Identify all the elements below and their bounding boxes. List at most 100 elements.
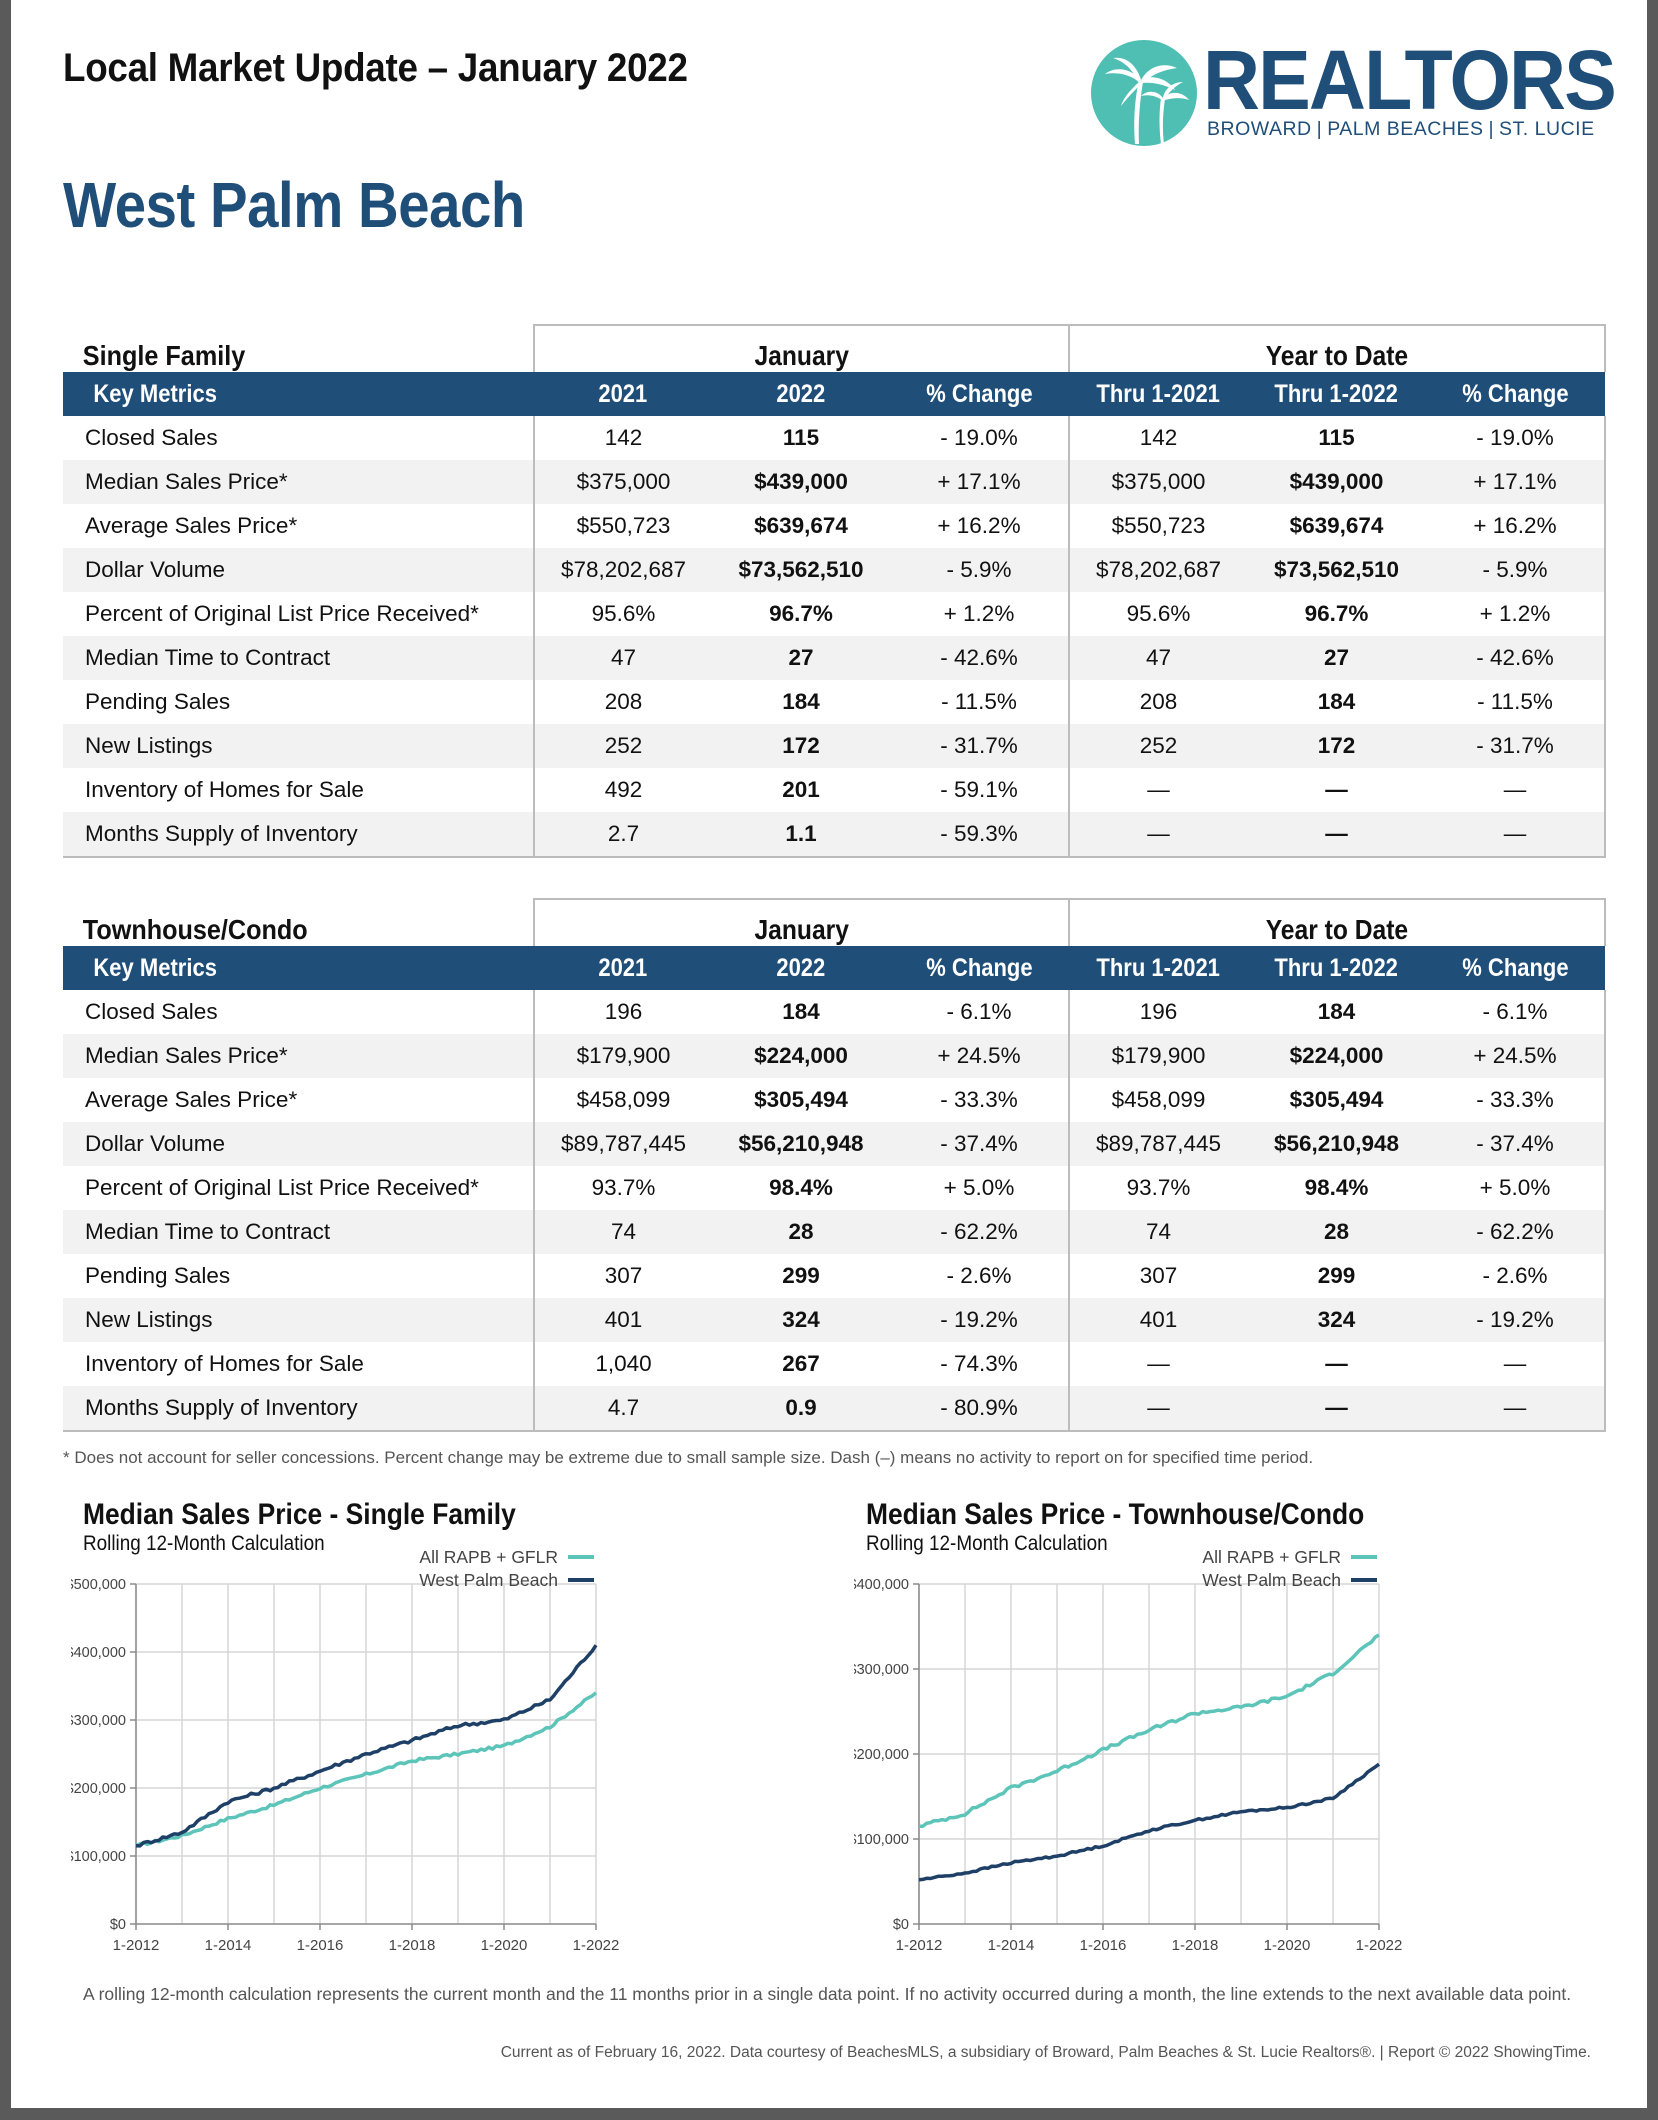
- col-header-2022: 2022: [712, 946, 890, 990]
- metric-value: —: [1068, 812, 1247, 858]
- table-row: Percent of Original List Price Received*…: [63, 1166, 1606, 1210]
- metric-value: 142: [1068, 416, 1247, 460]
- metric-value: 98.4%: [769, 1175, 833, 1200]
- metric-value: 252: [533, 724, 712, 768]
- metric-value: 93.7%: [533, 1166, 712, 1210]
- y-tick-label: $400,000: [854, 1577, 909, 1593]
- chart-subtitle: Rolling 12-Month Calculation: [83, 1532, 325, 1555]
- metric-value: - 5.9%: [1426, 548, 1606, 592]
- metric-value: - 74.3%: [940, 1351, 1018, 1376]
- metric-label: Median Sales Price*: [63, 460, 534, 504]
- x-tick-label: 1-2020: [1264, 1937, 1311, 1954]
- metric-label: Percent of Original List Price Received*: [85, 1175, 479, 1200]
- col-header-change: % Change: [890, 946, 1069, 990]
- col-header-2021: 2021: [534, 946, 712, 990]
- metric-value: 324: [712, 1298, 890, 1342]
- x-tick-label: 1-2014: [205, 1937, 252, 1954]
- metric-value: - 37.4%: [890, 1122, 1069, 1166]
- metric-value: 27: [1247, 636, 1426, 680]
- series-line: [135, 1691, 598, 1848]
- metric-value: —: [1426, 812, 1606, 858]
- y-tick-label: $400,000: [71, 1645, 126, 1661]
- metric-value: + 5.0%: [1426, 1166, 1606, 1210]
- metric-label: Average Sales Price*: [85, 513, 298, 538]
- x-tick-label: 1-2014: [988, 1937, 1035, 1954]
- metric-value: + 5.0%: [943, 1175, 1015, 1200]
- metric-value: 142: [533, 416, 712, 460]
- metric-value: 96.7%: [769, 601, 833, 626]
- legend-label: All RAPB + GFLR: [419, 1547, 558, 1567]
- metric-value: 4.7: [533, 1386, 712, 1432]
- metric-value: $639,674: [1289, 513, 1384, 538]
- col-header-thru-2022: Thru 1-2022: [1247, 372, 1426, 416]
- col-header-metric: Key Metrics: [63, 946, 534, 990]
- y-tick-label: $100,000: [71, 1849, 126, 1865]
- metric-label: Inventory of Homes for Sale: [85, 777, 364, 802]
- metric-value: —: [1247, 812, 1426, 858]
- logo-region: PALM BEACHES: [1327, 118, 1484, 140]
- metric-value: + 1.2%: [1426, 592, 1606, 636]
- section-title: Single Family: [82, 340, 246, 371]
- metric-value: 401: [1068, 1298, 1247, 1342]
- metric-value: - 2.6%: [946, 1263, 1012, 1288]
- table-row: Median Time to Contract 47 27- 42.6% 47 27- …: [63, 636, 1606, 680]
- metric-value: $458,099: [533, 1078, 712, 1122]
- metric-value: 196: [533, 990, 712, 1034]
- metric-value: - 59.1%: [940, 777, 1018, 802]
- metric-value: + 1.2%: [943, 601, 1015, 626]
- metric-value: + 17.1%: [890, 460, 1069, 504]
- x-tick-label: 1-2018: [389, 1937, 436, 1954]
- metric-label: New Listings: [63, 724, 534, 768]
- y-tick-label: $500,000: [71, 1577, 126, 1593]
- metric-value: $73,562,510: [1247, 548, 1426, 592]
- metric-value: 172: [712, 724, 890, 768]
- metric-value: 184: [1317, 689, 1356, 714]
- metric-value: —: [1068, 1342, 1247, 1386]
- metric-value: —: [1247, 1386, 1426, 1432]
- table-row: New Listings 252 172- 31.7% 252 172- 31.7%: [63, 724, 1606, 768]
- metric-value: - 80.9%: [890, 1386, 1069, 1432]
- table-row: Median Sales Price* $375,000 $439,000 + 17.…: [63, 460, 1606, 504]
- footnote: * Does not account for seller concession…: [63, 1448, 1314, 1467]
- metric-value: $224,000: [1247, 1034, 1426, 1078]
- metric-value: $56,210,948: [712, 1122, 890, 1166]
- metric-value: 184: [782, 689, 820, 714]
- metric-value: 115: [1318, 425, 1355, 450]
- table-row: Pending Sales 307 299 - 2.6% 307 299 - 2.6%: [63, 1254, 1606, 1298]
- table-row: Median Sales Price* $179,900 $224,000 + 24.…: [63, 1034, 1606, 1078]
- metric-value: 184: [1317, 999, 1356, 1024]
- townhouse-condo-table: Townhouse/Condo January Year to Date Key…: [63, 898, 1606, 1432]
- table-row: Median Time to Contract 74 28- 62.2% 74 28- …: [63, 1210, 1606, 1254]
- metric-value: - 37.4%: [1426, 1122, 1606, 1166]
- metric-label: Pending Sales: [85, 689, 231, 714]
- metric-label: Dollar Volume: [63, 1122, 534, 1166]
- metric-label: Months Supply of Inventory: [63, 1386, 534, 1432]
- metric-label: Pending Sales: [85, 1263, 231, 1288]
- metric-value: + 16.2%: [937, 513, 1021, 538]
- metric-value: 98.4%: [1304, 1175, 1369, 1200]
- metric-value: 93.7%: [1068, 1166, 1247, 1210]
- median-price-townhouse-condo-chart: $0 $100,000 $200,000 $300,000 $400,000 1-2012…: [854, 1547, 1402, 1954]
- metric-label: Months Supply of Inventory: [63, 812, 534, 858]
- metric-value: 1.1: [712, 812, 890, 858]
- y-tick-label: $0: [893, 1917, 909, 1933]
- logo-regions: BROWARD | PALM BEACHES | ST. LUCIE: [1207, 118, 1595, 140]
- metric-value: - 62.2%: [890, 1210, 1069, 1254]
- metric-value: 299: [782, 1263, 820, 1288]
- metric-value: 2.7: [533, 812, 712, 858]
- metric-value: —: [1068, 768, 1247, 812]
- group-january: January: [533, 324, 1069, 372]
- x-tick-label: 1-2012: [113, 1937, 160, 1954]
- chart-title: Median Sales Price - Single Family: [83, 1498, 516, 1531]
- metric-value: + 24.5%: [890, 1034, 1069, 1078]
- metric-value: —: [1426, 1386, 1606, 1432]
- table-row: Months Supply of Inventory 4.7 0.9- 80.9% —…: [63, 1386, 1606, 1432]
- metric-label: New Listings: [63, 1298, 534, 1342]
- metric-value: 307: [533, 1254, 712, 1298]
- logo-region: ST. LUCIE: [1499, 118, 1595, 140]
- metric-value: $550,723: [1068, 504, 1247, 548]
- metric-value: $179,900: [1068, 1034, 1247, 1078]
- metric-value: 208: [533, 680, 712, 724]
- city-title: West Palm Beach: [63, 169, 525, 241]
- table-row: Pending Sales 208 184 - 11.5% 208 184 - 11.5%: [63, 680, 1606, 724]
